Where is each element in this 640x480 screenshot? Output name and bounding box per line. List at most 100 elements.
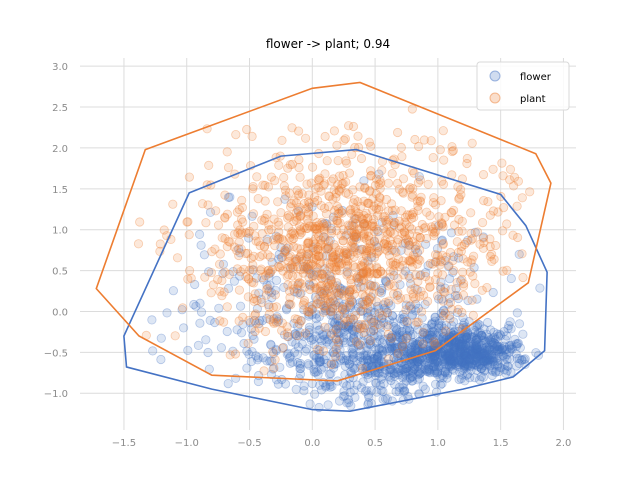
flower-point bbox=[453, 357, 464, 367]
flower-point bbox=[460, 360, 470, 370]
flower-point bbox=[471, 334, 481, 344]
plant-point bbox=[249, 278, 259, 288]
flower-point bbox=[430, 379, 441, 389]
plant-point bbox=[423, 179, 433, 189]
flower-point bbox=[480, 350, 490, 361]
flower-point bbox=[321, 382, 331, 392]
flower-point bbox=[443, 348, 454, 358]
plant-point bbox=[326, 176, 336, 186]
plant-point bbox=[346, 296, 356, 307]
plant-point bbox=[328, 253, 338, 263]
y-tick-label: 0.5 bbox=[52, 267, 68, 278]
plant-point bbox=[497, 158, 507, 168]
plant-point bbox=[468, 271, 478, 281]
flower-point bbox=[511, 339, 521, 349]
plant-point bbox=[303, 237, 314, 247]
flower-point bbox=[491, 341, 502, 351]
flower-point bbox=[323, 400, 333, 410]
flower-point bbox=[464, 345, 474, 355]
plant-point bbox=[302, 306, 312, 317]
flower-point bbox=[453, 349, 463, 359]
plant-point bbox=[229, 242, 240, 252]
flower-point bbox=[446, 332, 456, 343]
flower-point bbox=[386, 341, 396, 351]
flower-point bbox=[195, 229, 205, 239]
plant-point bbox=[327, 248, 337, 258]
flower-point bbox=[446, 228, 457, 238]
flower-point bbox=[293, 206, 304, 216]
flower-point bbox=[476, 364, 487, 374]
flower-point bbox=[452, 355, 462, 366]
flower-point bbox=[287, 337, 297, 347]
flower-point bbox=[354, 273, 364, 283]
plant-point bbox=[479, 196, 489, 206]
flower-point bbox=[352, 380, 362, 390]
flower-point bbox=[328, 212, 339, 222]
flower-point bbox=[266, 287, 277, 298]
flower-point bbox=[440, 350, 450, 360]
flower-point bbox=[444, 351, 454, 361]
plant-point bbox=[513, 176, 524, 186]
flower-point bbox=[414, 336, 425, 346]
flower-point bbox=[359, 176, 369, 186]
plant-point bbox=[478, 170, 489, 180]
plant-point bbox=[234, 316, 244, 326]
flower-point bbox=[430, 351, 440, 361]
flower-point bbox=[410, 359, 420, 369]
flower-point bbox=[430, 316, 440, 326]
plant-point bbox=[393, 288, 403, 298]
flower-point bbox=[468, 353, 479, 363]
flower-point bbox=[468, 332, 478, 342]
plant-point bbox=[359, 218, 370, 229]
flower-point bbox=[476, 350, 487, 360]
plant-point bbox=[375, 266, 386, 276]
flower-point bbox=[389, 352, 399, 363]
flower-point bbox=[478, 336, 488, 346]
flower-point bbox=[331, 334, 342, 344]
flower-point bbox=[471, 352, 481, 362]
flower-point bbox=[403, 366, 414, 377]
flower-point bbox=[408, 338, 418, 348]
flower-point bbox=[296, 315, 306, 326]
plant-point bbox=[295, 226, 306, 236]
flower-point bbox=[314, 345, 324, 355]
flower-point bbox=[426, 357, 436, 368]
flower-point bbox=[342, 309, 352, 319]
plant-point bbox=[219, 287, 229, 297]
plant-point bbox=[232, 207, 242, 217]
plant-point bbox=[303, 209, 314, 219]
flower-point bbox=[470, 325, 480, 335]
flower-point bbox=[482, 317, 493, 328]
flower-point bbox=[351, 324, 361, 335]
plant-point bbox=[332, 225, 342, 236]
plant-point bbox=[375, 193, 385, 203]
flower-point bbox=[355, 297, 365, 308]
flower-point bbox=[500, 345, 510, 355]
flower-point bbox=[328, 296, 338, 306]
flower-point bbox=[437, 359, 448, 369]
flower-point bbox=[454, 339, 464, 349]
plant-point bbox=[360, 319, 370, 329]
flower-point bbox=[237, 328, 247, 338]
flower-point bbox=[309, 270, 319, 280]
flower-point bbox=[465, 346, 475, 356]
flower-point bbox=[459, 347, 470, 357]
flower-point bbox=[435, 356, 445, 366]
plant-point bbox=[277, 135, 287, 145]
plant-point bbox=[374, 246, 384, 256]
plant-point bbox=[215, 316, 225, 326]
flower-point bbox=[430, 358, 440, 368]
flower-point bbox=[333, 281, 343, 291]
flower-point bbox=[357, 323, 368, 333]
plant-point bbox=[488, 164, 498, 174]
flower-point bbox=[404, 326, 415, 336]
flower-point bbox=[430, 312, 440, 322]
plant-point bbox=[274, 160, 284, 170]
plant-point bbox=[364, 286, 374, 296]
flower-point bbox=[397, 335, 407, 345]
flower-point bbox=[467, 354, 477, 364]
flower-point bbox=[259, 275, 269, 285]
flower-point bbox=[472, 343, 482, 354]
flower-point bbox=[254, 288, 264, 298]
flower-point bbox=[355, 340, 365, 350]
